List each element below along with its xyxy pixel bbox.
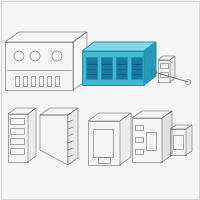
Bar: [173, 135, 183, 149]
Polygon shape: [162, 111, 172, 162]
Polygon shape: [82, 42, 156, 51]
Bar: [39, 76, 43, 86]
Polygon shape: [120, 113, 131, 165]
Polygon shape: [82, 51, 144, 85]
Bar: [86, 57, 97, 79]
Bar: [23, 76, 27, 86]
Polygon shape: [68, 108, 78, 165]
Bar: [98, 157, 110, 163]
Bar: [146, 132, 156, 150]
Bar: [160, 63, 168, 68]
Bar: [10, 148, 24, 154]
Bar: [10, 138, 24, 144]
Bar: [55, 76, 59, 86]
Bar: [135, 149, 143, 154]
Polygon shape: [28, 108, 36, 162]
Polygon shape: [170, 56, 175, 82]
Bar: [116, 57, 127, 79]
Polygon shape: [186, 125, 192, 155]
Bar: [10, 128, 24, 134]
Bar: [131, 57, 142, 79]
Bar: [15, 76, 19, 86]
Polygon shape: [144, 42, 156, 85]
Bar: [135, 125, 143, 130]
Bar: [160, 72, 168, 77]
Bar: [93, 129, 113, 157]
Bar: [31, 76, 35, 86]
Bar: [135, 137, 143, 142]
Bar: [10, 118, 24, 124]
Bar: [101, 57, 112, 79]
Bar: [47, 76, 51, 86]
